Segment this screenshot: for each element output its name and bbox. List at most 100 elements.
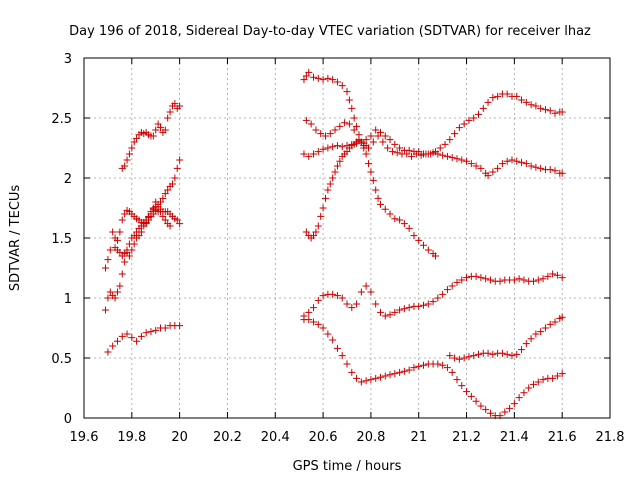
data-point: [532, 163, 540, 171]
data-point: [534, 378, 542, 386]
series-arc-11: [300, 316, 566, 420]
series-arc-1: [104, 322, 184, 356]
data-point: [164, 186, 172, 194]
data-point: [522, 160, 530, 168]
data-point: [451, 354, 459, 362]
data-point: [121, 250, 129, 258]
data-point: [482, 406, 490, 414]
data-point: [161, 190, 169, 198]
data-point: [341, 119, 349, 127]
data-point: [484, 172, 492, 180]
data-point: [336, 122, 344, 130]
data-point: [369, 176, 377, 184]
x-tick-label: 20.4: [261, 430, 290, 445]
data-point: [546, 320, 554, 328]
data-point: [420, 301, 428, 309]
series-arc-7: [302, 90, 566, 160]
x-tick-label: 21.2: [452, 430, 481, 445]
data-point: [429, 298, 437, 306]
data-point: [104, 256, 112, 264]
data-point: [470, 352, 478, 360]
data-point: [405, 224, 413, 232]
data-point: [113, 337, 121, 345]
data-point: [518, 96, 526, 104]
data-point: [501, 408, 509, 416]
data-point: [350, 126, 358, 134]
data-point: [300, 76, 308, 84]
data-point: [343, 88, 351, 96]
series-arc-5: [118, 100, 184, 172]
data-point: [125, 252, 133, 260]
data-point: [326, 130, 334, 138]
grid: [84, 58, 610, 418]
data-point: [367, 132, 375, 140]
data-point: [367, 288, 375, 296]
data-point: [472, 397, 480, 405]
data-point: [338, 352, 346, 360]
data-point: [453, 376, 461, 384]
data-point: [448, 154, 456, 162]
data-point: [333, 162, 341, 170]
x-tick-label: 21.6: [548, 430, 577, 445]
data-point: [312, 126, 320, 134]
x-tick-label: 21: [410, 430, 427, 445]
y-tick-label: 3: [64, 52, 72, 67]
data-point: [489, 350, 497, 358]
data-point: [455, 355, 463, 363]
data-point: [333, 292, 341, 300]
data-point: [525, 384, 533, 392]
data-point: [338, 294, 346, 302]
data-point: [405, 146, 413, 154]
data-point: [381, 312, 389, 320]
data-point: [376, 128, 384, 136]
y-tick-label: 1: [64, 292, 72, 307]
data-point: [537, 328, 545, 336]
data-point: [484, 98, 492, 106]
data-point: [424, 150, 432, 158]
data-point: [333, 142, 341, 150]
data-point: [149, 204, 157, 212]
data-point: [300, 150, 308, 158]
data-point: [489, 94, 497, 102]
data-point: [343, 148, 351, 156]
data-point: [465, 353, 473, 361]
data-point: [130, 138, 138, 146]
data-point: [168, 180, 176, 188]
data-point: [472, 272, 480, 280]
data-point: [496, 277, 504, 285]
data-point: [369, 138, 377, 146]
data-point: [324, 186, 332, 194]
data-point: [400, 305, 408, 313]
data-point: [128, 334, 136, 342]
chart-title: Day 196 of 2018, Sidereal Day-to-day VTE…: [69, 24, 591, 39]
x-tick-label: 21.8: [596, 430, 625, 445]
data-point: [317, 130, 325, 138]
data-point: [372, 374, 380, 382]
data-point: [372, 126, 380, 134]
data-point: [453, 278, 461, 286]
data-point: [558, 313, 566, 321]
data-point: [515, 275, 523, 283]
data-point: [336, 157, 344, 165]
data-point: [152, 326, 160, 334]
axis-ticks: 19.6 19.8 20 20.2 20.4 20.6 20.8 21 21.2 21.4 21.6…: [51, 52, 624, 445]
data-point: [410, 364, 418, 372]
data-point: [305, 308, 313, 316]
data-point: [130, 232, 138, 240]
data-point: [176, 322, 184, 330]
series-arc-9: [302, 137, 373, 242]
data-point: [453, 155, 461, 163]
series-arc-10: [300, 270, 566, 320]
y-tick-label: 1.5: [51, 232, 72, 247]
data-point: [376, 373, 384, 381]
data-point: [503, 90, 511, 98]
data-point: [463, 388, 471, 396]
data-point: [410, 232, 418, 240]
data-point: [353, 122, 361, 130]
data-point: [537, 164, 545, 172]
data-point: [465, 116, 473, 124]
x-tick-label: 20.8: [356, 430, 385, 445]
data-point: [171, 174, 179, 182]
x-tick-label: 21.4: [500, 430, 529, 445]
data-point: [527, 162, 535, 170]
